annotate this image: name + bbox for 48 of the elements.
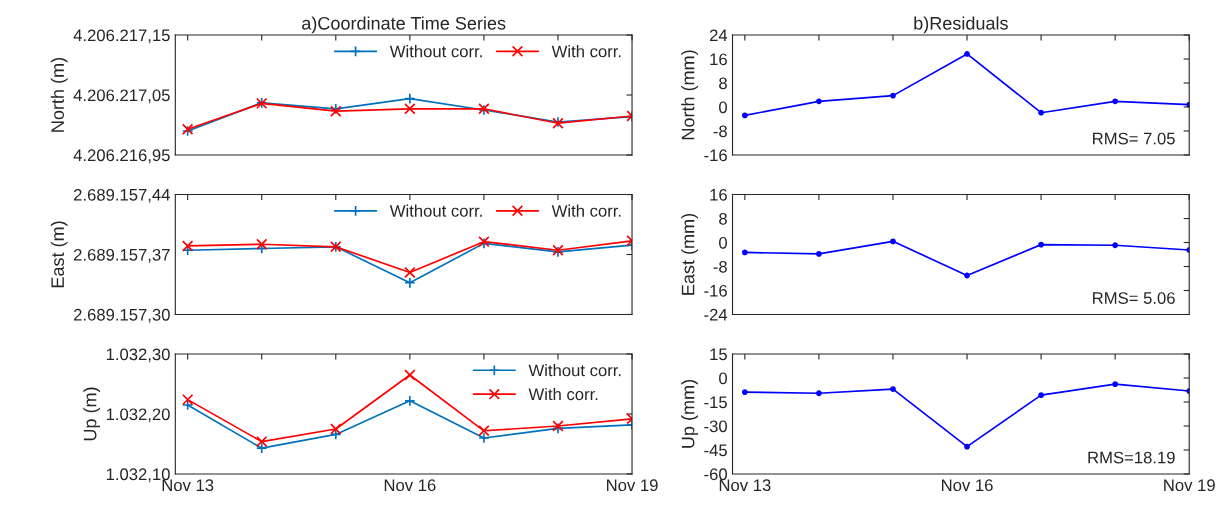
x-tick-label: Nov 16 — [942, 479, 993, 492]
y-tick-label: -8 — [713, 125, 727, 138]
y-tick-label: 15 — [710, 348, 727, 361]
y-axis-title: Up (mm) — [681, 380, 698, 448]
y-axis-title: North (m) — [50, 58, 68, 132]
chart-title: b)Residuals — [914, 16, 1008, 34]
y-tick-label: 4.206.217,05 — [73, 89, 170, 104]
y-axis-title: North (mm) — [681, 50, 698, 140]
y-tick-label: -8 — [713, 260, 727, 273]
y-axis-title: Up (m) — [83, 387, 101, 441]
y-tick-label: 2.689.157,30 — [73, 308, 170, 323]
y-tick-label: -60 — [704, 468, 727, 481]
x-tick-label: Nov 19 — [1164, 479, 1215, 492]
legend-label: With corr. — [551, 204, 621, 217]
y-axis-title: East (mm) — [681, 214, 698, 295]
y-tick-label: -24 — [704, 308, 728, 321]
y-tick-label: 1.032,20 — [106, 408, 170, 423]
y-tick-label: -16 — [704, 284, 727, 297]
y-tick-label: 0 — [719, 372, 727, 385]
y-tick-label: 8 — [719, 77, 727, 90]
y-tick-label: -15 — [704, 396, 727, 409]
y-tick-label: 16 — [710, 53, 727, 66]
y-tick-label: 0 — [719, 101, 727, 114]
y-tick-label: 2.689.157,44 — [73, 188, 170, 203]
y-tick-label: -30 — [704, 420, 727, 433]
x-tick-label: Nov 19 — [607, 479, 658, 492]
legend-label: Without corr. — [389, 45, 482, 58]
annotation: RMS= 5.06 — [1093, 292, 1175, 304]
y-tick-label: 2.689.157,37 — [73, 248, 170, 263]
chart-title: a)Coordinate Time Series — [302, 16, 506, 34]
legend-label: Without corr. — [528, 364, 621, 377]
y-tick-label: -45 — [704, 444, 727, 457]
legend-label: With corr. — [551, 45, 621, 58]
x-tick-label: Nov 16 — [384, 479, 436, 492]
y-tick-label: 8 — [719, 212, 727, 225]
y-tick-label: 4.206.217,15 — [73, 29, 170, 44]
y-tick-label: 1.032,30 — [106, 348, 170, 363]
y-tick-label: 24 — [709, 29, 728, 42]
y-tick-label: 4.206.216,95 — [73, 149, 170, 164]
y-tick-label: -16 — [704, 149, 727, 162]
annotation: RMS= 7.05 — [1093, 132, 1175, 145]
y-axis-title: East (m) — [50, 221, 68, 288]
y-tick-label: 0 — [719, 236, 727, 249]
x-tick-label: Nov 13 — [719, 479, 771, 492]
legend-label: With corr. — [528, 387, 598, 401]
y-tick-label: 16 — [710, 188, 727, 201]
legend-label: Without corr. — [389, 204, 482, 217]
annotation: RMS=18.19 — [1088, 451, 1175, 464]
